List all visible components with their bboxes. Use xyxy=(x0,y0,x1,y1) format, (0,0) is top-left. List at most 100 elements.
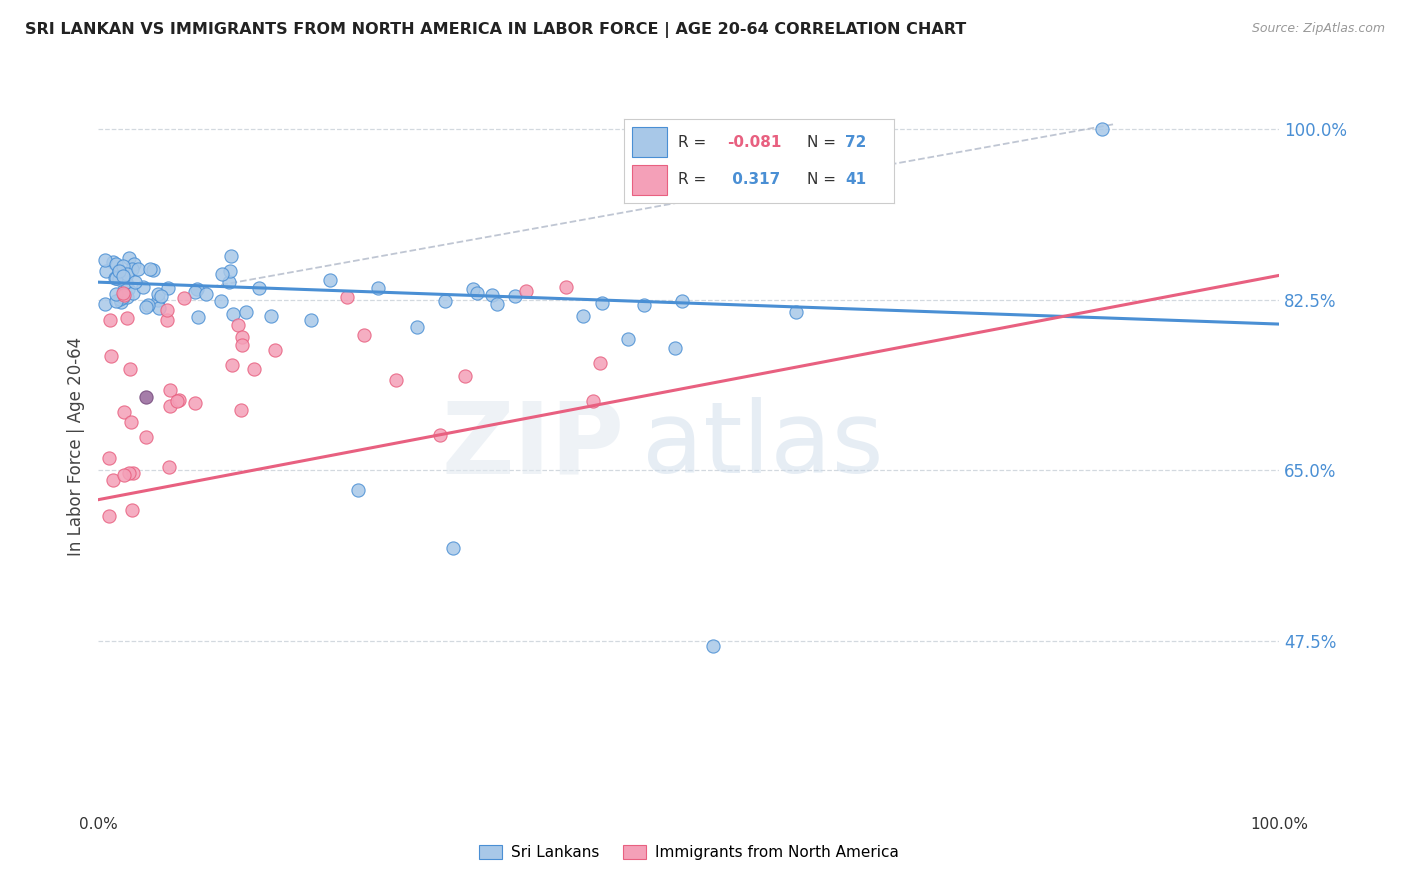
Point xyxy=(115,290,138,304)
Text: 72: 72 xyxy=(845,135,866,150)
Point xyxy=(433,294,456,309)
Point xyxy=(247,281,270,295)
Point xyxy=(167,392,190,407)
Point xyxy=(231,329,253,343)
Point xyxy=(108,272,131,286)
Point xyxy=(132,280,155,294)
Point xyxy=(122,257,145,271)
Point xyxy=(135,430,157,444)
Point xyxy=(589,356,612,370)
Point xyxy=(406,319,429,334)
Point xyxy=(235,305,257,319)
Point xyxy=(94,264,117,278)
Point xyxy=(264,343,287,357)
Point xyxy=(101,255,124,269)
Point xyxy=(98,451,121,466)
Point xyxy=(228,318,250,333)
Point xyxy=(231,337,253,351)
Point xyxy=(121,503,143,517)
Text: N =: N = xyxy=(807,135,841,150)
Text: 41: 41 xyxy=(845,172,866,187)
Legend: Sri Lankans, Immigrants from North America: Sri Lankans, Immigrants from North Ameri… xyxy=(474,838,904,866)
Point xyxy=(572,310,595,324)
Point xyxy=(136,298,159,312)
Point xyxy=(664,341,686,355)
Point xyxy=(156,281,179,295)
Bar xyxy=(633,165,668,194)
Point xyxy=(166,393,188,408)
Point xyxy=(115,310,138,325)
Point xyxy=(159,399,181,413)
Point xyxy=(111,285,134,300)
Point xyxy=(114,288,136,302)
Point xyxy=(111,259,134,273)
Text: Source: ZipAtlas.com: Source: ZipAtlas.com xyxy=(1251,22,1385,36)
Point xyxy=(110,295,132,310)
Point xyxy=(107,264,129,278)
Point xyxy=(503,288,526,302)
Point xyxy=(148,301,170,316)
Point xyxy=(671,294,693,309)
Point xyxy=(591,295,613,310)
Point xyxy=(319,273,342,287)
Point xyxy=(367,281,389,295)
Text: ZIP: ZIP xyxy=(441,398,624,494)
Point xyxy=(441,541,464,556)
Text: -0.081: -0.081 xyxy=(727,135,782,150)
Point xyxy=(112,468,135,483)
Point xyxy=(111,269,134,284)
Point xyxy=(218,275,240,289)
Point xyxy=(115,275,138,289)
Point xyxy=(486,296,509,310)
Point xyxy=(150,289,173,303)
Y-axis label: In Labor Force | Age 20-64: In Labor Force | Age 20-64 xyxy=(66,336,84,556)
Point xyxy=(481,288,503,302)
Point xyxy=(104,271,127,285)
Point xyxy=(219,264,242,278)
Point xyxy=(260,310,283,324)
Point xyxy=(463,282,485,296)
Point xyxy=(94,297,117,311)
Point xyxy=(112,290,135,304)
Point xyxy=(616,332,638,346)
Point xyxy=(1091,122,1114,136)
Point xyxy=(121,467,143,481)
Point xyxy=(117,267,139,281)
Point xyxy=(157,460,180,475)
Point xyxy=(156,302,179,317)
Point xyxy=(122,286,145,301)
Point xyxy=(112,283,135,297)
Point xyxy=(219,249,242,263)
Text: SRI LANKAN VS IMMIGRANTS FROM NORTH AMERICA IN LABOR FORCE | AGE 20-64 CORRELATI: SRI LANKAN VS IMMIGRANTS FROM NORTH AMER… xyxy=(25,22,966,38)
Point xyxy=(702,639,724,653)
Point xyxy=(135,300,157,314)
Point xyxy=(108,293,131,307)
Text: atlas: atlas xyxy=(641,398,883,494)
Point xyxy=(347,483,370,497)
Point xyxy=(159,384,181,398)
Point xyxy=(101,474,124,488)
Point xyxy=(105,258,128,272)
Point xyxy=(100,313,122,327)
Text: R =: R = xyxy=(678,172,711,187)
Point xyxy=(104,293,127,308)
Point xyxy=(633,298,655,312)
Point xyxy=(385,373,408,387)
Point xyxy=(465,286,488,301)
Point xyxy=(243,362,266,376)
Point xyxy=(118,466,141,480)
Point xyxy=(127,262,149,277)
Point xyxy=(104,271,127,285)
Point xyxy=(156,313,179,327)
Point xyxy=(107,262,129,277)
Point xyxy=(229,402,252,417)
Point xyxy=(97,508,120,523)
Point xyxy=(138,262,160,277)
Text: N =: N = xyxy=(807,172,841,187)
Point xyxy=(142,263,165,277)
Text: 0.317: 0.317 xyxy=(727,172,780,187)
Point xyxy=(148,293,170,307)
Point xyxy=(184,285,207,299)
Point xyxy=(93,252,115,267)
Point xyxy=(104,286,127,301)
